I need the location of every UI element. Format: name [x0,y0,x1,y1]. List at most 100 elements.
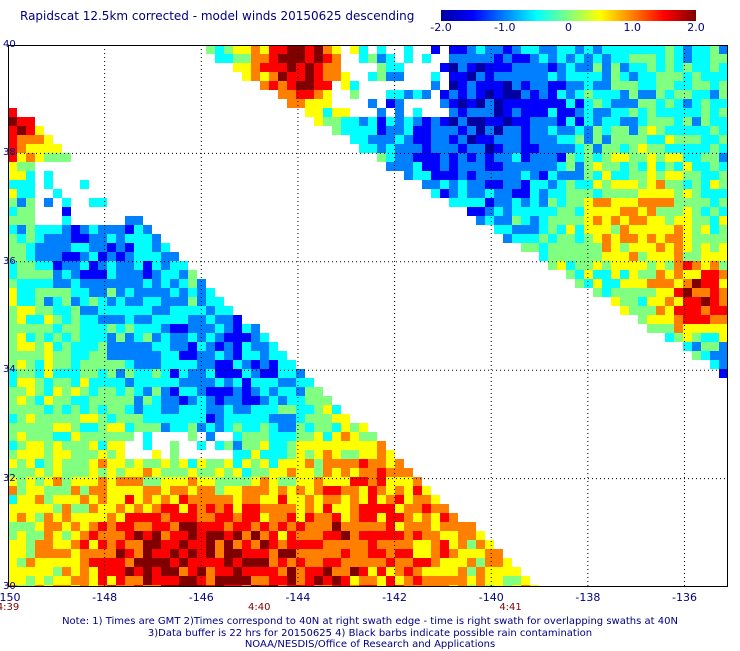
wind-cell [512,189,521,198]
wind-cell [566,81,575,90]
wind-cell [260,468,269,477]
wind-cell [494,63,503,72]
wind-cell [170,576,179,585]
wind-cell [332,468,341,477]
wind-cell [305,567,314,576]
wind-cell [503,225,512,234]
wind-cell [17,243,26,252]
wind-cell [629,90,638,99]
wind-cell [548,180,557,189]
wind-cell [359,567,368,576]
wind-cell [431,180,440,189]
wind-cell [170,351,179,360]
wind-cell [566,207,575,216]
wind-cell [413,504,422,513]
wind-cell [143,549,152,558]
wind-cell [296,576,305,585]
wind-cell [251,495,260,504]
wind-cell [665,63,674,72]
wind-cell [332,45,341,54]
wind-cell [647,279,656,288]
wind-cell [143,297,152,306]
wind-cell [269,459,278,468]
wind-cell [395,99,404,108]
wind-cell [170,459,179,468]
wind-cell [152,477,161,486]
wind-cell [530,198,539,207]
wind-cell [242,531,251,540]
wind-cell [548,243,557,252]
wind-cell [269,576,278,585]
wind-cell [521,576,530,585]
wind-cell [440,144,449,153]
wind-cell [260,423,269,432]
wind-cell [233,504,242,513]
wind-cell [197,486,206,495]
wind-cell [170,333,179,342]
wind-cell [656,288,665,297]
wind-cell [692,162,701,171]
wind-cell [647,234,656,243]
wind-cell [692,45,701,54]
wind-cell [458,45,467,54]
wind-cell [89,576,98,585]
wind-cell [539,225,548,234]
wind-cell [71,432,80,441]
wind-cell [314,504,323,513]
wind-cell [278,495,287,504]
wind-cell [53,306,62,315]
wind-cell [260,477,269,486]
wind-cell [170,450,179,459]
wind-cell [287,90,296,99]
wind-cell [701,180,710,189]
wind-cell [125,459,134,468]
wind-cell [125,252,134,261]
wind-cell [566,180,575,189]
wind-cell [503,558,512,567]
wind-cell [296,405,305,414]
wind-cell [269,342,278,351]
wind-cell [359,54,368,63]
wind-cell [62,261,71,270]
wind-cell [17,468,26,477]
wind-cell [413,567,422,576]
wind-cell [467,189,476,198]
wind-cell [575,45,584,54]
wind-cell [539,189,548,198]
wind-cell [656,297,665,306]
wind-cell [80,405,89,414]
wind-cell [107,576,116,585]
wind-cell [512,576,521,585]
wind-cell [440,171,449,180]
wind-cell [107,279,116,288]
wind-cell [89,414,98,423]
note-line-1: Note: 1) Times are GMT 2)Times correspon… [62,616,678,627]
wind-cell [26,459,35,468]
wind-cell [188,333,197,342]
wind-cell [386,513,395,522]
note-line-3: NOAA/NESDIS/Office of Research and Appli… [244,639,496,650]
wind-cell [134,306,143,315]
wind-cell [287,540,296,549]
wind-cell [485,558,494,567]
wind-cell [233,477,242,486]
wind-cell [305,63,314,72]
wind-cell [449,54,458,63]
wind-cell [224,342,233,351]
wind-cell [269,54,278,63]
wind-cell [80,486,89,495]
wind-cell [575,171,584,180]
wind-cell [71,558,80,567]
wind-cell [620,180,629,189]
wind-cell [629,288,638,297]
wind-cell [332,540,341,549]
wind-cell [269,504,278,513]
wind-cell [548,108,557,117]
wind-cell [53,405,62,414]
wind-cell [359,549,368,558]
wind-cell [449,117,458,126]
wind-cell [377,45,386,54]
wind-cell [557,189,566,198]
wind-cell [485,171,494,180]
wind-cell [503,171,512,180]
